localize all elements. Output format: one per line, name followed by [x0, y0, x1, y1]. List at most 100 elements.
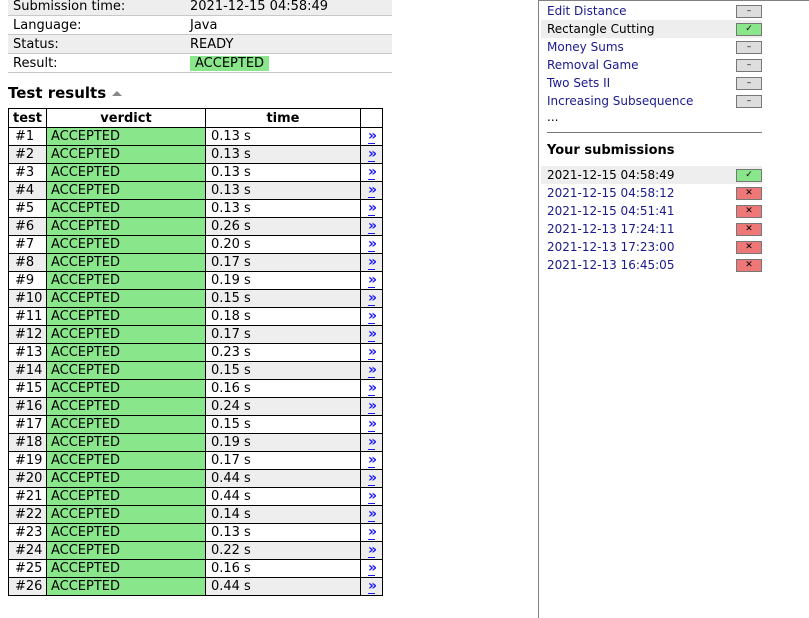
double-chevron-right-icon[interactable]: »: [367, 344, 377, 360]
view-test-link[interactable]: »: [359, 199, 383, 218]
submission-link[interactable]: 2021-12-15 04:58:12: [547, 186, 675, 200]
problem-list: Edit Distance – Rectangle Cutting ✓ Money Su…: [541, 2, 762, 110]
problem-link[interactable]: Increasing Subsequence: [547, 94, 694, 108]
submission-link[interactable]: 2021-12-15 04:51:41: [547, 204, 675, 218]
view-test-link[interactable]: »: [359, 181, 383, 200]
double-chevron-right-icon[interactable]: »: [367, 290, 377, 306]
view-test-link[interactable]: »: [359, 577, 383, 596]
view-test-link[interactable]: »: [359, 361, 383, 380]
view-test-link[interactable]: »: [359, 451, 383, 470]
double-chevron-right-icon[interactable]: »: [367, 488, 377, 504]
submission-item[interactable]: 2021-12-15 04:58:49 ✓: [541, 166, 762, 184]
double-chevron-right-icon[interactable]: »: [367, 146, 377, 162]
view-test-link[interactable]: »: [359, 325, 383, 344]
time-cell: 0.15 s: [204, 415, 361, 434]
submission-item[interactable]: 2021-12-13 17:23:00 ✕: [547, 238, 762, 256]
double-chevron-right-icon[interactable]: »: [367, 236, 377, 252]
time-cell: 0.13 s: [204, 127, 361, 146]
view-test-link[interactable]: »: [359, 415, 383, 434]
submission-item[interactable]: 2021-12-13 17:24:11 ✕: [547, 220, 762, 238]
problem-link[interactable]: Edit Distance: [547, 4, 627, 18]
view-test-link[interactable]: »: [359, 541, 383, 560]
double-chevron-right-icon[interactable]: »: [367, 524, 377, 540]
view-test-link[interactable]: »: [359, 307, 383, 326]
double-chevron-right-icon[interactable]: »: [367, 542, 377, 558]
double-chevron-right-icon[interactable]: »: [367, 434, 377, 450]
submission-link[interactable]: 2021-12-13 17:24:11: [547, 222, 675, 236]
verdict-cell: ACCEPTED: [45, 415, 206, 434]
problem-item[interactable]: Rectangle Cutting ✓: [541, 20, 762, 38]
double-chevron-right-icon[interactable]: »: [367, 182, 377, 198]
double-chevron-right-icon[interactable]: »: [367, 254, 377, 270]
problem-item[interactable]: Two Sets II –: [547, 74, 762, 92]
problem-item[interactable]: Money Sums –: [547, 38, 762, 56]
collapse-arrow-icon[interactable]: [112, 91, 123, 96]
problem-item[interactable]: Removal Game –: [547, 56, 762, 74]
problem-item[interactable]: Edit Distance –: [547, 2, 762, 20]
double-chevron-right-icon[interactable]: »: [367, 560, 377, 576]
double-chevron-right-icon[interactable]: »: [367, 272, 377, 288]
verdict-cell: ACCEPTED: [45, 523, 206, 542]
info-label: Status:: [13, 36, 59, 52]
view-test-link[interactable]: »: [359, 379, 383, 398]
double-chevron-right-icon[interactable]: »: [367, 470, 377, 486]
table-row: #21 ACCEPTED 0.44 s »: [8, 487, 383, 506]
view-test-link[interactable]: »: [359, 217, 383, 236]
submission-link[interactable]: 2021-12-13 16:45:05: [547, 258, 675, 272]
double-chevron-right-icon[interactable]: »: [367, 326, 377, 342]
double-chevron-right-icon[interactable]: »: [367, 128, 377, 144]
time-cell: 0.13 s: [204, 145, 361, 164]
problem-item[interactable]: Increasing Subsequence –: [547, 92, 762, 110]
view-test-link[interactable]: »: [359, 433, 383, 452]
table-row: #18 ACCEPTED 0.19 s »: [8, 433, 383, 452]
table-row: #5 ACCEPTED 0.13 s »: [8, 199, 383, 218]
view-test-link[interactable]: »: [359, 343, 383, 362]
double-chevron-right-icon[interactable]: »: [367, 416, 377, 432]
view-test-link[interactable]: »: [359, 163, 383, 182]
problem-link[interactable]: Rectangle Cutting: [547, 22, 655, 36]
submission-item[interactable]: 2021-12-13 16:45:05 ✕: [547, 256, 762, 274]
verdict-cell: ACCEPTED: [45, 541, 206, 560]
problem-link[interactable]: Money Sums: [547, 40, 624, 54]
submission-link[interactable]: 2021-12-15 04:58:49: [547, 168, 675, 182]
view-test-link[interactable]: »: [359, 487, 383, 506]
problem-link[interactable]: Removal Game: [547, 58, 639, 72]
problem-link[interactable]: Two Sets II: [547, 76, 611, 90]
double-chevron-right-icon[interactable]: »: [367, 164, 377, 180]
submission-item[interactable]: 2021-12-15 04:58:12 ✕: [547, 184, 762, 202]
double-chevron-right-icon[interactable]: »: [367, 398, 377, 414]
more-problems-indicator: ...: [547, 110, 559, 124]
view-test-link[interactable]: »: [359, 271, 383, 290]
table-row: #3 ACCEPTED 0.13 s »: [8, 163, 383, 182]
test-number: #14: [8, 361, 47, 380]
main-content: Submission time: 2021-12-15 04:58:49 Lan…: [8, 0, 392, 596]
time-cell: 0.44 s: [204, 487, 361, 506]
double-chevron-right-icon[interactable]: »: [367, 578, 377, 594]
table-row: #16 ACCEPTED 0.24 s »: [8, 397, 383, 416]
double-chevron-right-icon[interactable]: »: [367, 362, 377, 378]
view-test-link[interactable]: »: [359, 289, 383, 308]
double-chevron-right-icon[interactable]: »: [367, 380, 377, 396]
test-results-heading[interactable]: Test results: [8, 84, 123, 102]
submission-item[interactable]: 2021-12-15 04:51:41 ✕: [547, 202, 762, 220]
view-test-link[interactable]: »: [359, 523, 383, 542]
double-chevron-right-icon[interactable]: »: [367, 308, 377, 324]
submission-link[interactable]: 2021-12-13 17:23:00: [547, 240, 675, 254]
info-row-status: Status: READY: [8, 34, 392, 54]
time-cell: 0.17 s: [204, 451, 361, 470]
view-test-link[interactable]: »: [359, 505, 383, 524]
view-test-link[interactable]: »: [359, 145, 383, 164]
result-cell: ACCEPTED: [185, 54, 392, 73]
view-test-link[interactable]: »: [359, 559, 383, 578]
view-test-link[interactable]: »: [359, 127, 383, 146]
view-test-link[interactable]: »: [359, 235, 383, 254]
double-chevron-right-icon[interactable]: »: [367, 200, 377, 216]
double-chevron-right-icon[interactable]: »: [367, 452, 377, 468]
double-chevron-right-icon[interactable]: »: [367, 506, 377, 522]
column-header-test: test: [8, 108, 47, 128]
verdict-cell: ACCEPTED: [45, 559, 206, 578]
view-test-link[interactable]: »: [359, 469, 383, 488]
view-test-link[interactable]: »: [359, 397, 383, 416]
double-chevron-right-icon[interactable]: »: [367, 218, 377, 234]
view-test-link[interactable]: »: [359, 253, 383, 272]
